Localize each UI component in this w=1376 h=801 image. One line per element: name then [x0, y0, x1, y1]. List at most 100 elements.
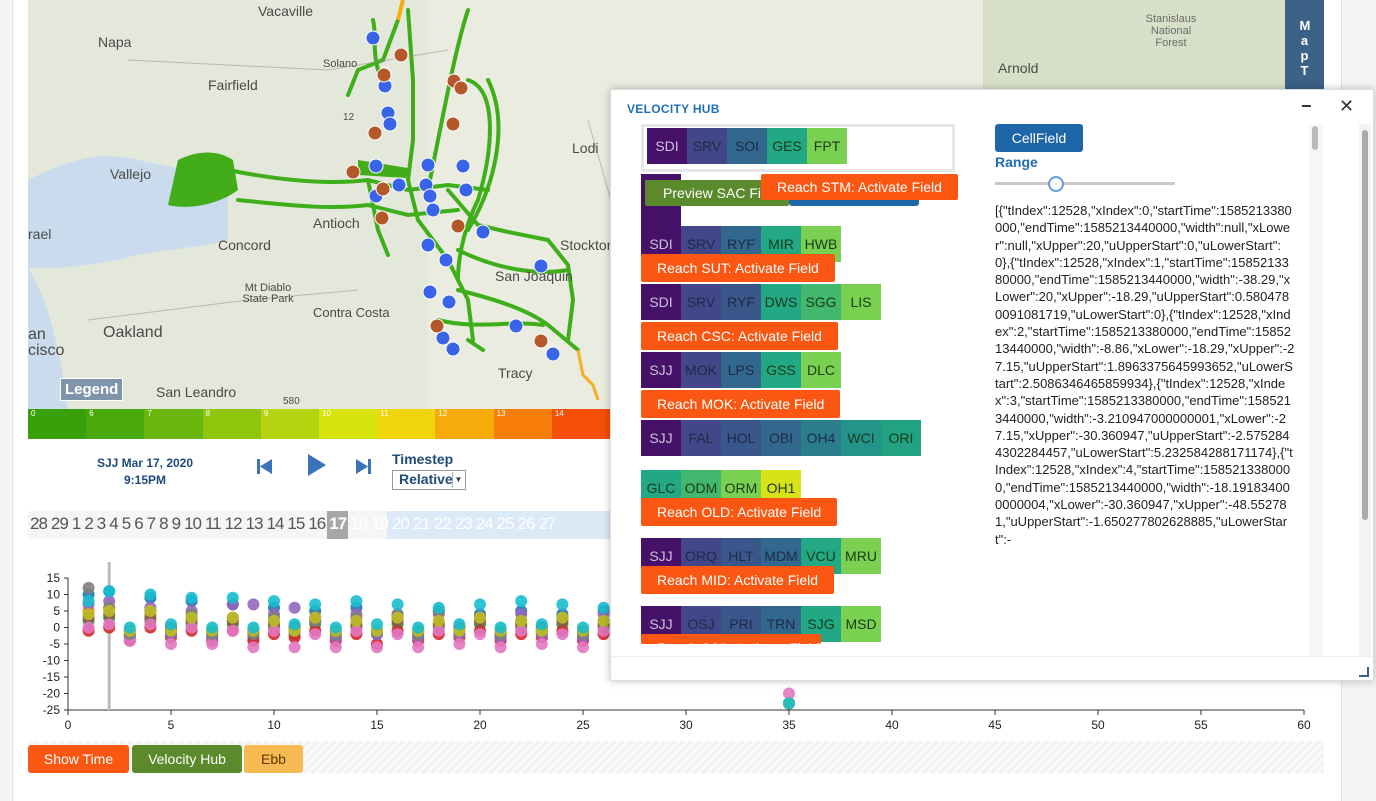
junction-node[interactable]: [533, 333, 549, 349]
resize-handle-icon[interactable]: [1359, 667, 1369, 677]
ebb-button[interactable]: Ebb: [244, 745, 303, 773]
day-item[interactable]: 1: [71, 514, 82, 533]
day-item[interactable]: 16: [308, 514, 326, 533]
gauge-station-node[interactable]: [365, 30, 381, 46]
day-item[interactable]: 26: [517, 514, 536, 533]
reach-station-cell[interactable]: SJJ: [641, 420, 681, 456]
map-canvas[interactable]: [28, 0, 1324, 409]
junction-node[interactable]: [393, 47, 409, 63]
day-item[interactable]: 19: [371, 514, 389, 533]
day-item[interactable]: 22: [433, 514, 452, 533]
day-item[interactable]: 12: [224, 514, 243, 533]
reach-activate-field-button[interactable]: Reach MID: Activate Field: [641, 566, 835, 594]
reach-station-cell[interactable]: DWS: [761, 284, 801, 320]
gauge-station-node[interactable]: [382, 116, 398, 132]
gauge-station-node[interactable]: [438, 252, 454, 268]
gauge-station-node[interactable]: [441, 294, 457, 310]
junction-node[interactable]: [453, 80, 469, 96]
day-item[interactable]: 10: [184, 514, 202, 533]
skip-back-icon[interactable]: [257, 453, 273, 484]
junction-node[interactable]: [374, 210, 390, 226]
reach-station-cell[interactable]: OH4: [801, 420, 841, 456]
velocity-hub-button[interactable]: Velocity Hub: [132, 745, 242, 773]
inner-scrollbar[interactable]: [1309, 124, 1323, 656]
gauge-station-node[interactable]: [545, 346, 561, 362]
day-item[interactable]: 23: [454, 514, 473, 533]
gauge-station-node[interactable]: [508, 318, 524, 334]
gauge-station-node[interactable]: [420, 237, 436, 253]
day-item[interactable]: 13: [245, 514, 264, 533]
day-item[interactable]: 25: [496, 514, 515, 533]
day-item[interactable]: 6: [134, 514, 144, 533]
reach-station-cell[interactable]: DLC: [801, 352, 841, 388]
day-item[interactable]: 15: [287, 514, 305, 533]
day-item[interactable]: 5: [121, 514, 132, 533]
junction-node[interactable]: [367, 125, 383, 141]
gauge-station-node[interactable]: [533, 258, 549, 274]
reach-station-cell[interactable]: GSS: [761, 352, 801, 388]
junction-node[interactable]: [375, 181, 391, 197]
reach-station-cell[interactable]: LIS: [841, 284, 881, 320]
junction-node[interactable]: [345, 164, 361, 180]
junction-node[interactable]: [445, 116, 461, 132]
day-item[interactable]: 11: [204, 514, 222, 533]
close-icon[interactable]: ✕: [1339, 96, 1355, 116]
reach-station-cell[interactable]: GES: [767, 128, 807, 164]
reach-activate-field-button[interactable]: Reach SJG: Activate Field: [641, 634, 821, 644]
skip-forward-icon[interactable]: [355, 453, 371, 484]
reach-station-cell[interactable]: LPS: [721, 352, 761, 388]
reach-station-cell[interactable]: SJJ: [641, 352, 681, 388]
day-item[interactable]: 20: [392, 514, 410, 533]
range-slider-track[interactable]: [995, 182, 1175, 185]
gauge-station-node[interactable]: [458, 182, 474, 198]
reach-activate-field-button[interactable]: Reach MOK: Activate Field: [641, 390, 841, 418]
day-item[interactable]: 17: [327, 511, 349, 539]
map-tools-tab[interactable]: Map T: [1285, 0, 1324, 100]
reach-station-cell[interactable]: MOK: [681, 352, 721, 388]
gauge-station-node[interactable]: [368, 158, 384, 174]
junction-node[interactable]: [450, 218, 466, 234]
reach-station-cell[interactable]: MRU: [841, 538, 881, 574]
reach-station-cell[interactable]: FPT: [807, 128, 847, 164]
legend-button[interactable]: Legend: [60, 378, 124, 401]
day-item[interactable]: 21: [412, 514, 431, 533]
play-icon[interactable]: [306, 451, 328, 484]
reach-station-cell[interactable]: SJG: [801, 606, 841, 642]
gauge-station-node[interactable]: [422, 188, 438, 204]
day-item[interactable]: 7: [146, 514, 157, 533]
reach-station-cell[interactable]: SDI: [641, 284, 681, 320]
reach-station-cell[interactable]: HOL: [721, 420, 761, 456]
day-item[interactable]: 4: [109, 514, 119, 533]
reach-activate-field-button[interactable]: Reach OLD: Activate Field: [641, 498, 838, 526]
gauge-station-node[interactable]: [425, 202, 441, 218]
reach-station-cell[interactable]: ORI: [881, 420, 921, 456]
gauge-station-node[interactable]: [422, 284, 438, 300]
reach-station-cell[interactable]: SDI: [647, 128, 687, 164]
day-item[interactable]: 3: [96, 514, 107, 533]
reach-station-cell[interactable]: SGG: [801, 284, 841, 320]
day-item[interactable]: 29: [50, 514, 69, 533]
day-item[interactable]: 18: [350, 514, 368, 533]
reach-station-cell[interactable]: SRV: [687, 128, 727, 164]
reach-activate-field-button[interactable]: Reach CSC: Activate Field: [641, 322, 838, 350]
timestep-select[interactable]: Relative ▼: [392, 470, 466, 490]
day-item[interactable]: 8: [159, 514, 169, 533]
day-item[interactable]: 27: [538, 514, 556, 533]
day-item[interactable]: 2: [84, 514, 94, 533]
reach-activate-field-button[interactable]: Reach SUT: Activate Field: [641, 254, 835, 282]
day-item[interactable]: 9: [171, 514, 182, 533]
gauge-station-node[interactable]: [420, 157, 436, 173]
reach-station-cell[interactable]: WCI: [841, 420, 881, 456]
reach-activate-field-button[interactable]: Reach STM: Activate Field: [761, 174, 958, 200]
minimize-icon[interactable]: −: [1301, 96, 1312, 116]
day-item[interactable]: 28: [30, 514, 48, 533]
day-item[interactable]: 24: [475, 514, 494, 533]
show-time-button[interactable]: Show Time: [28, 745, 129, 773]
junction-node[interactable]: [376, 67, 392, 83]
junction-node[interactable]: [429, 318, 445, 334]
gauge-station-node[interactable]: [445, 341, 461, 357]
reach-station-cell[interactable]: FAL: [681, 420, 721, 456]
gauge-station-node[interactable]: [455, 158, 471, 174]
day-item[interactable]: 14: [266, 514, 284, 533]
reach-station-cell[interactable]: RYF: [721, 284, 761, 320]
